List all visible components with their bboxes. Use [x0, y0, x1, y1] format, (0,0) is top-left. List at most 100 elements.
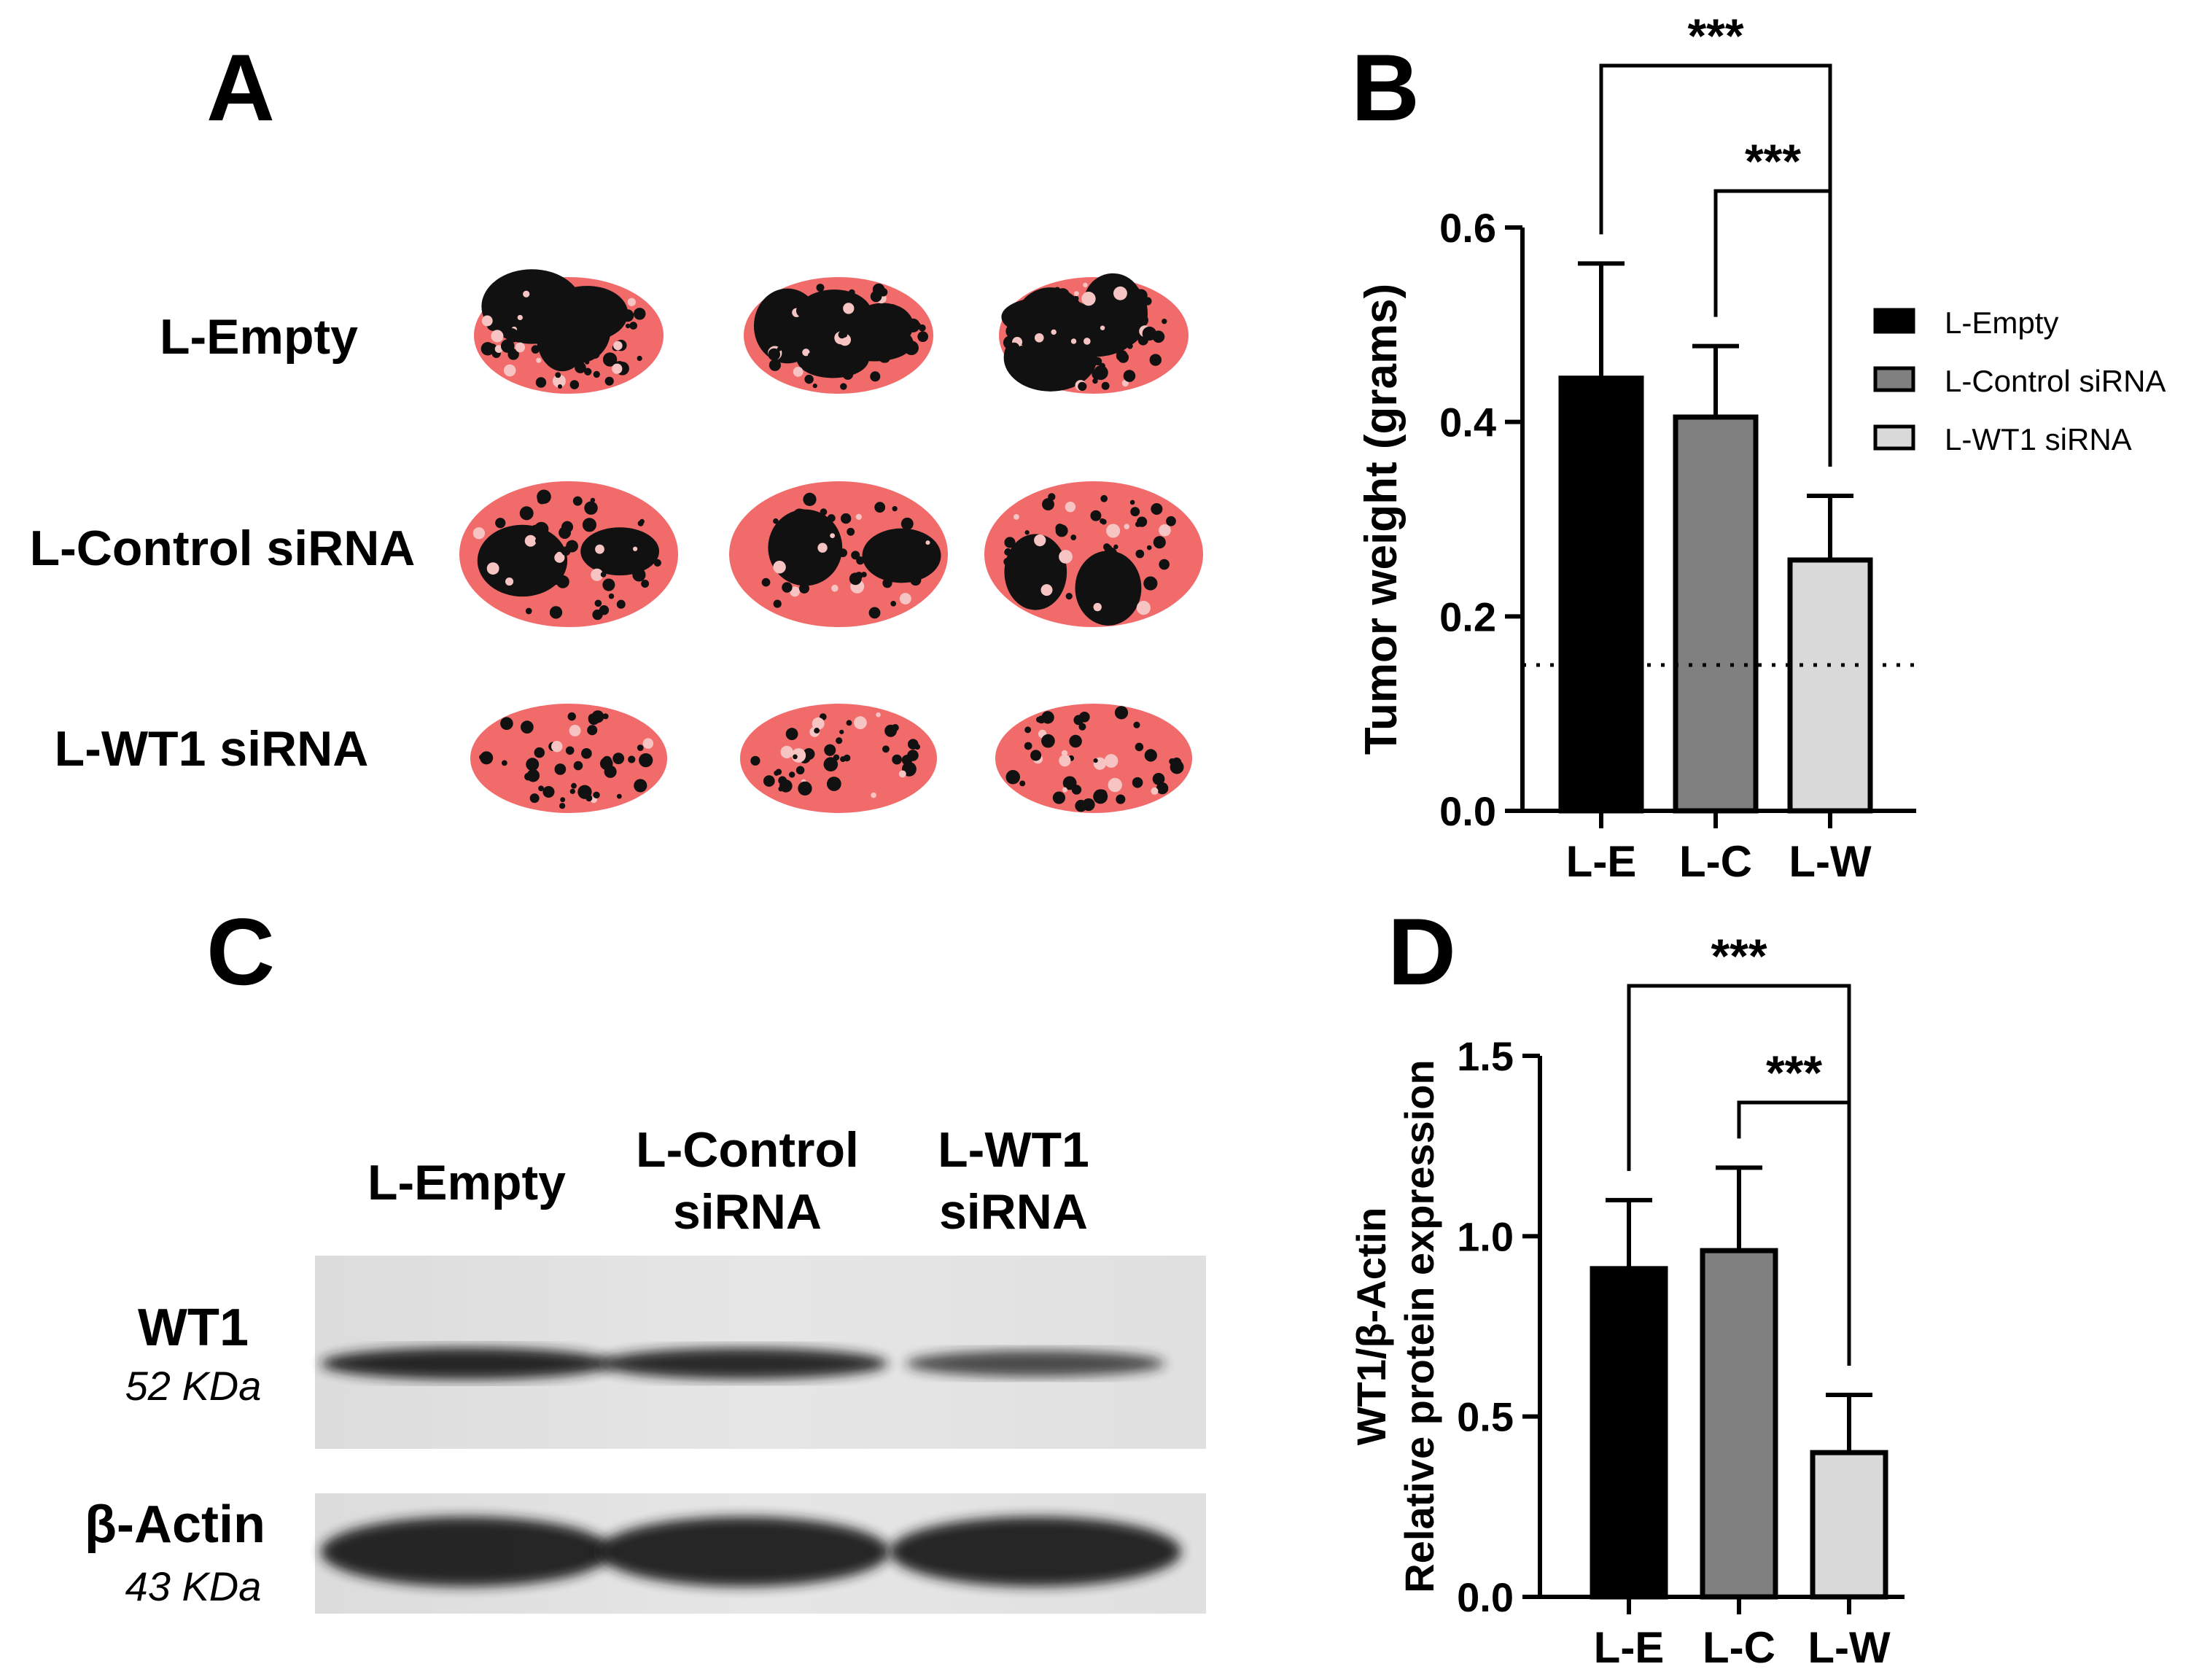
tumor-speckle	[566, 540, 578, 553]
tumor-speckle	[1011, 548, 1027, 563]
tumor-speckle	[532, 551, 542, 561]
y-tick-label: 0.5	[1457, 1394, 1514, 1440]
tumor-speckle	[1059, 755, 1071, 767]
tumor-speckle	[817, 542, 828, 553]
tumor-speckle	[1136, 601, 1151, 615]
tumor-speckle	[634, 779, 647, 793]
tumor-speckle	[1135, 314, 1148, 327]
tumor-speckle	[1009, 551, 1017, 559]
tumor-speckle	[840, 513, 852, 524]
tumor-speckle	[583, 300, 589, 306]
tumor-speckle	[1130, 507, 1140, 517]
tumor-speckle	[1056, 288, 1070, 303]
tumor-speckle	[1078, 723, 1086, 731]
tumor-speckle	[560, 797, 566, 803]
chart-tumor-weight: 0.0 0.2 0.4 0.6 Tumor weight (grams) L-E L-C L-…	[1356, 9, 2166, 886]
tumor-speckle	[500, 339, 515, 353]
tumor-speckle	[836, 369, 842, 375]
tumor-speckle	[481, 342, 495, 356]
tumor-speckle	[1040, 584, 1053, 596]
tumor-speckle	[592, 609, 603, 621]
tumor-speckle	[575, 362, 586, 373]
tumor-speckle	[1116, 349, 1128, 362]
panel-letter-d: D	[1388, 898, 1456, 1005]
tumor-sample	[999, 273, 1188, 394]
tumor-speckle	[769, 359, 781, 371]
tumor-speckle	[569, 725, 581, 736]
tumor-speckle	[534, 537, 542, 545]
tumor-speckle	[552, 328, 561, 337]
tumor-speckle	[1061, 750, 1068, 757]
panel-letter-b: B	[1351, 34, 1420, 141]
tumor-speckle	[773, 599, 782, 608]
tumor-speckle	[1004, 537, 1016, 548]
y-axis-label-line2: Relative protein expression	[1396, 1059, 1442, 1592]
tumor-speckle	[754, 324, 760, 330]
tumor-sample	[474, 269, 664, 394]
row-label-l-empty: L-Empty	[160, 309, 358, 365]
tumor-speckle	[795, 766, 805, 775]
tumor-speckle	[824, 744, 836, 756]
tumor-speckle	[870, 371, 881, 382]
tumor-speckle	[1051, 329, 1057, 335]
blot-band	[890, 1517, 1181, 1587]
blot-bands	[321, 1348, 1181, 1587]
bar	[1787, 557, 1873, 814]
tumor-speckle	[823, 757, 839, 772]
tumor-speckle	[479, 754, 486, 761]
tumor-speckle	[595, 544, 604, 554]
tumor-speckle	[773, 561, 786, 574]
tumor-speckle	[1073, 295, 1079, 302]
tumor-speckle	[1100, 494, 1108, 502]
tumor-speckle	[773, 552, 782, 561]
y-tick-label: 1.0	[1457, 1213, 1514, 1259]
tumor-speckle	[1124, 300, 1138, 313]
tumor-speckle	[569, 380, 580, 389]
panel-letter-a: A	[206, 34, 275, 141]
tumor-speckle	[602, 578, 615, 591]
tumor-speckle	[892, 506, 898, 512]
tumor-speckle	[1083, 282, 1088, 288]
tumor-speckle	[573, 761, 583, 771]
tumor-speckle	[855, 349, 863, 357]
tumor-speckle	[803, 492, 817, 506]
tumor-speckle	[1078, 381, 1087, 391]
tumor-speckle	[590, 497, 596, 503]
tumor-speckle	[866, 341, 873, 348]
tumor-speckle	[1016, 354, 1023, 360]
tumor-speckle	[898, 770, 906, 778]
tumor-speckle	[766, 308, 780, 322]
tumor-speckle	[1151, 502, 1163, 516]
tumor-speckle	[637, 355, 642, 362]
tumor-speckle	[556, 551, 563, 559]
y-tick-label: 0.0	[1457, 1574, 1514, 1620]
tumor-speckle	[525, 311, 531, 318]
tumor-speckle	[1035, 716, 1043, 723]
tumor-speckle	[583, 368, 592, 376]
tumor-speckle	[536, 357, 542, 363]
tumor-sample	[744, 277, 933, 394]
tumor-speckle	[577, 785, 592, 799]
tumor-speckle	[623, 556, 629, 562]
tumor-speckle	[538, 785, 544, 792]
tumor-speckle	[814, 576, 820, 583]
legend-swatch	[1873, 424, 1915, 451]
tumor-speckle	[790, 586, 800, 597]
tumor-speckle	[625, 323, 631, 329]
x-tick-label: L-C	[1679, 837, 1752, 886]
tumor-speckle	[545, 312, 556, 324]
tumor-speckle	[928, 545, 939, 556]
tumor-speckle	[591, 568, 604, 581]
tumor-speckle	[632, 568, 646, 582]
tumor-speckle	[1133, 721, 1140, 728]
tumor-speckle	[910, 574, 922, 586]
tumor-speckle	[811, 303, 824, 316]
tumor-speckle	[1065, 501, 1076, 513]
tumor-speckle	[1100, 793, 1107, 799]
tumor-speckle	[517, 314, 523, 321]
tumor-speckle	[1152, 772, 1165, 785]
tumor-speckle	[574, 341, 580, 347]
x-tick-label: L-W	[1789, 837, 1872, 886]
significance-label: ***	[1687, 9, 1743, 63]
tumor-speckle	[1062, 787, 1067, 793]
